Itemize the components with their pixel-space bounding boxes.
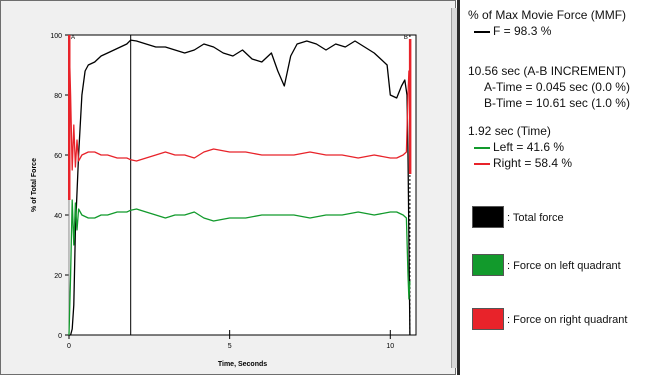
info-panel: % of Max Movie Force (MMF) F = 98.3 % 10…	[457, 0, 659, 375]
total-force-key-label: : Total force	[507, 212, 564, 224]
plot-area	[68, 34, 417, 336]
time-heading: 1.92 sec (Time)	[468, 124, 551, 138]
total-force-series	[69, 39, 411, 336]
chart-panel: 0 20 40 60 80 100 0 5 10 Time, Seconds % of Total …	[0, 0, 456, 375]
increment-heading: 10.56 sec (A-B INCREMENT)	[468, 64, 627, 78]
right-force-readout: Right = 58.4 %	[493, 156, 573, 170]
left-force-readout: Left = 41.6 %	[493, 140, 565, 154]
y-tick-label-40: 40	[54, 213, 62, 220]
total-force-readout: F = 98.3 %	[493, 24, 552, 38]
left-force-color-box	[472, 254, 504, 276]
x-tick-label-10: 10	[386, 343, 394, 350]
x-tick-label-5: 5	[228, 343, 232, 350]
y-tick-label-20: 20	[54, 273, 62, 280]
x-axis-label: Time, Seconds	[218, 361, 267, 368]
y-axis-label: % of Total Force	[31, 158, 38, 212]
b-time-readout: B-Time = 10.61 sec (1.0 %)	[484, 96, 630, 110]
chart-scrollbar[interactable]	[451, 8, 457, 368]
total-force-color-box	[472, 206, 504, 228]
y-tick-label-60: 60	[54, 153, 62, 160]
right-force-color-box	[472, 308, 504, 330]
force-chart[interactable]: 0 20 40 60 80 100 0 5 10 Time, Seconds % of Total …	[1, 1, 457, 376]
a-cursor-marker	[68, 35, 71, 200]
b-cursor-marker	[408, 39, 412, 174]
y-tick-label-100: 100	[50, 33, 62, 40]
left-force-key-label: : Force on left quadrant	[507, 260, 621, 272]
right-force-key-label: : Force on right quadrant	[507, 314, 628, 326]
total-force-line-swatch	[474, 31, 490, 33]
mmf-heading: % of Max Movie Force (MMF)	[468, 8, 627, 22]
y-tick-label-0: 0	[58, 333, 62, 340]
left-force-series	[68, 199, 411, 336]
x-tick-label-0: 0	[67, 343, 71, 350]
right-force-series	[68, 34, 411, 171]
b-cursor-label: B	[404, 35, 408, 41]
left-force-line-swatch	[474, 147, 490, 149]
y-tick-label-80: 80	[54, 93, 62, 100]
a-cursor-label: A	[71, 35, 75, 41]
right-force-line-swatch	[474, 163, 490, 165]
a-time-readout: A-Time = 0.045 sec (0.0 %)	[484, 80, 630, 94]
